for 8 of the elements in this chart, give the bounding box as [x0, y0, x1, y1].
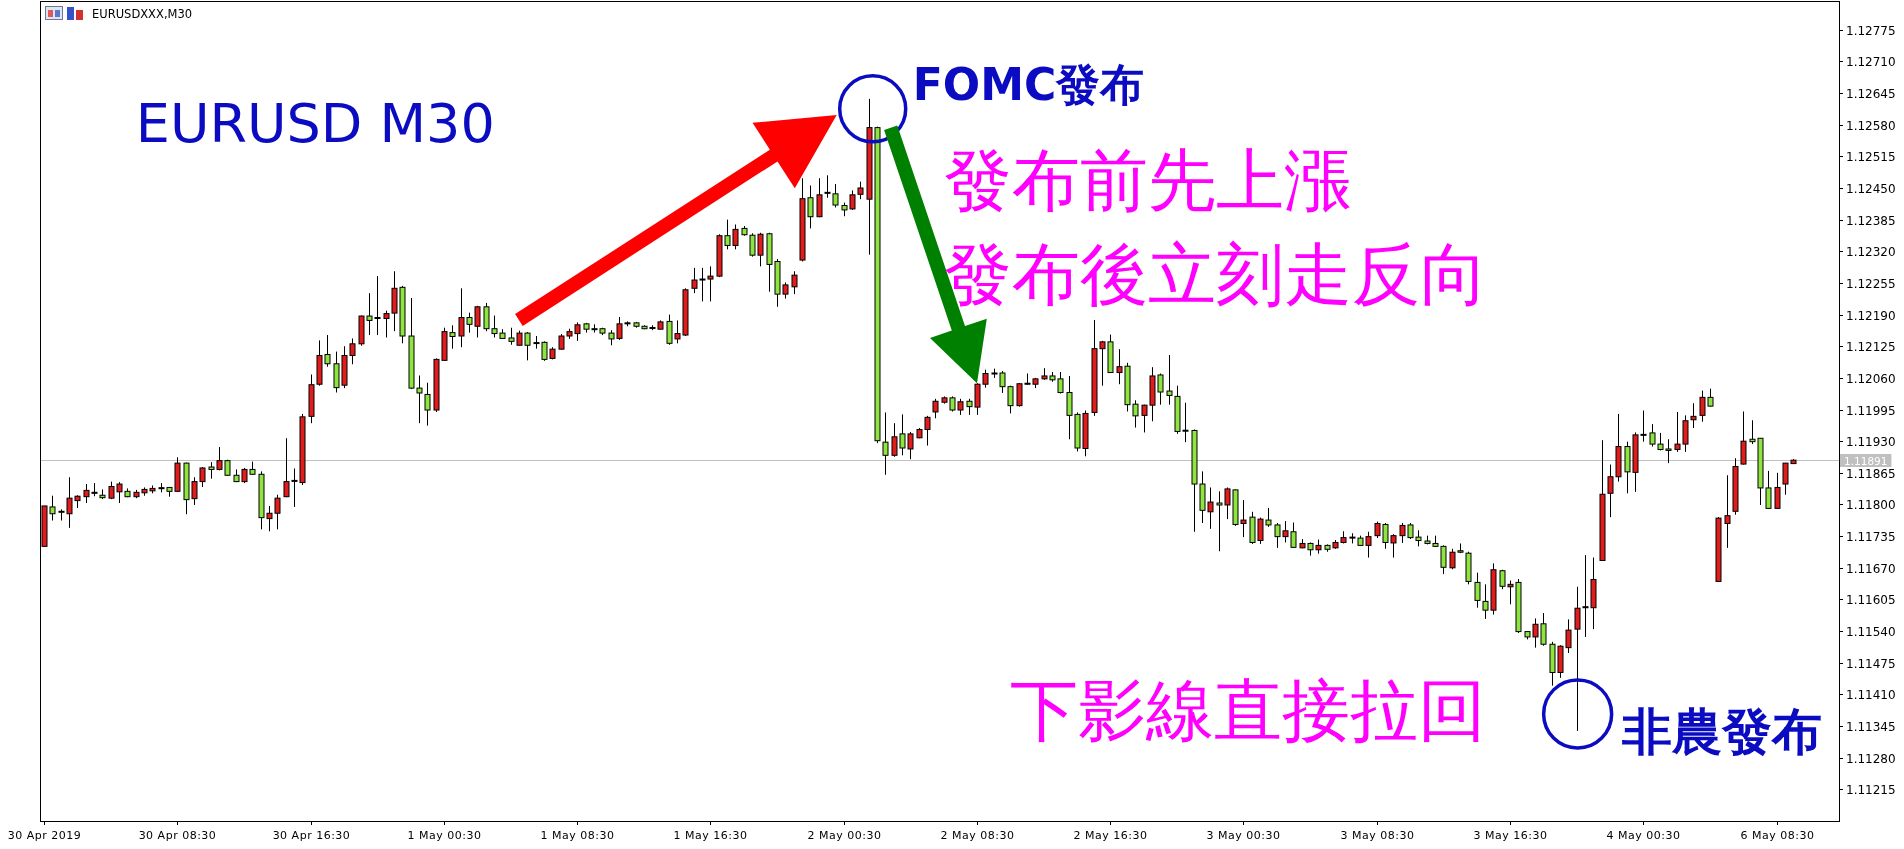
title: EURUSD M30: [135, 91, 495, 155]
annotation: FOMC發布: [912, 59, 1145, 111]
annotation: 非農發布: [1621, 702, 1822, 761]
ref-line-label: 1.11891: [1844, 454, 1888, 467]
annotation: 下影線直接拉回: [1010, 670, 1487, 750]
annotation: 發布前先上漲: [943, 140, 1352, 220]
annotation: 發布後立刻走反向: [943, 234, 1488, 314]
subtitle: EURUSDXXX,M30: [92, 7, 193, 21]
